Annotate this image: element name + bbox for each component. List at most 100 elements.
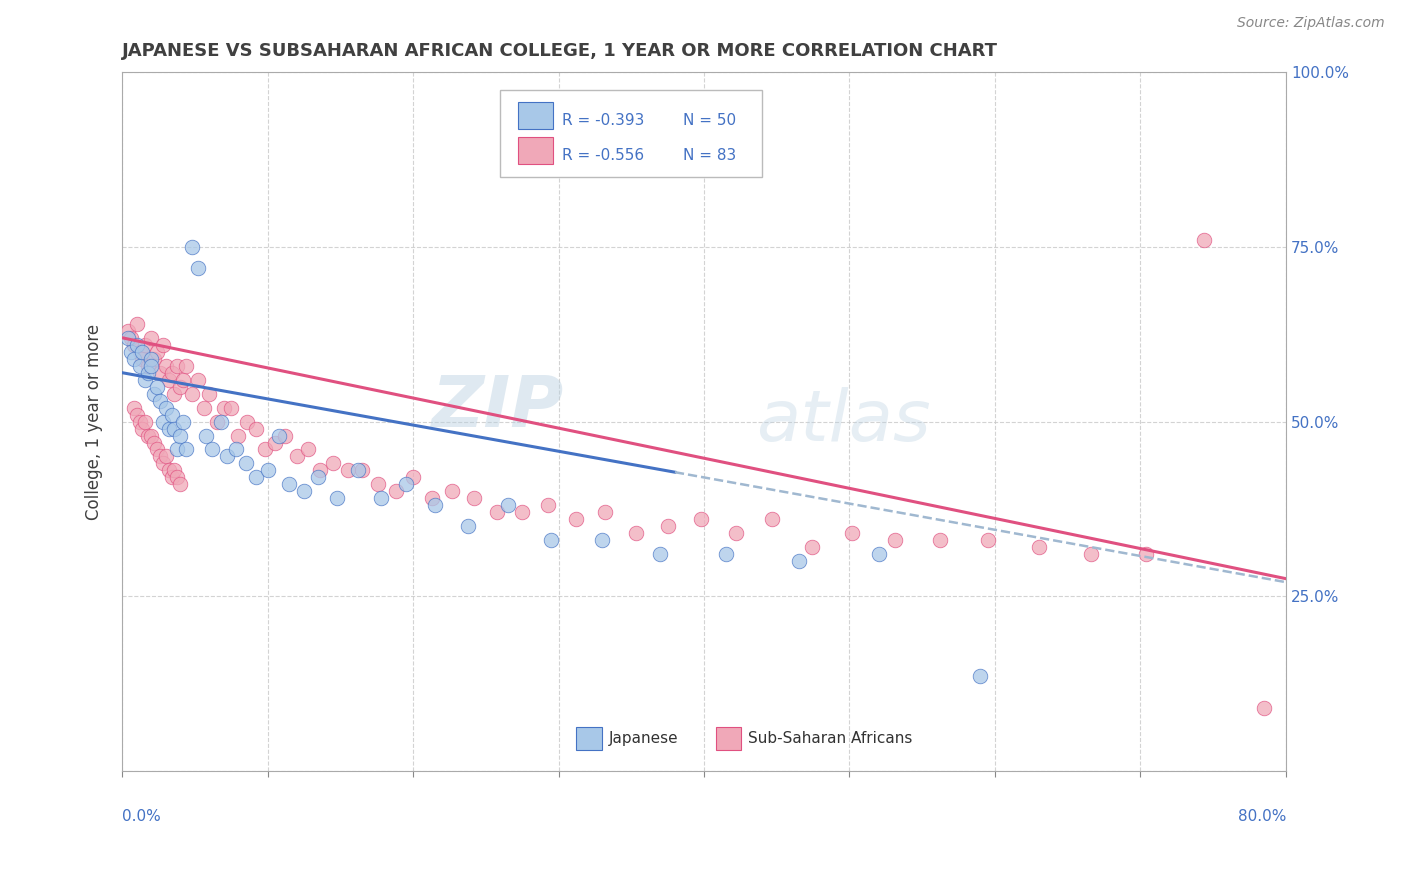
Text: ZIP: ZIP	[432, 373, 564, 442]
Point	[128, 344, 150, 359]
Point	[308, 470, 330, 484]
Point	[166, 470, 188, 484]
Point	[395, 477, 418, 491]
Point	[367, 477, 389, 491]
Point	[212, 401, 235, 415]
Point	[117, 324, 139, 338]
Point	[172, 373, 194, 387]
Point	[180, 386, 202, 401]
Point	[160, 366, 183, 380]
Point	[125, 317, 148, 331]
Point	[336, 463, 359, 477]
Point	[402, 470, 425, 484]
Point	[187, 260, 209, 275]
Text: 80.0%: 80.0%	[1237, 809, 1286, 824]
Point	[141, 351, 163, 366]
Point	[225, 442, 247, 457]
Point	[120, 331, 142, 345]
Point	[787, 554, 810, 568]
Point	[122, 337, 145, 351]
Point	[976, 533, 998, 548]
Point	[423, 499, 446, 513]
Bar	[716, 727, 741, 750]
Point	[187, 373, 209, 387]
Point	[714, 547, 737, 561]
Point	[352, 463, 374, 477]
Point	[657, 519, 679, 533]
Point	[253, 442, 276, 457]
Point	[297, 442, 319, 457]
Point	[136, 359, 159, 373]
Point	[1080, 547, 1102, 561]
Y-axis label: College, 1 year or more: College, 1 year or more	[86, 324, 103, 520]
Point	[131, 421, 153, 435]
Point	[169, 379, 191, 393]
Point	[540, 533, 562, 548]
Point	[322, 457, 344, 471]
Point	[346, 463, 368, 477]
Point	[463, 491, 485, 506]
Point	[690, 512, 713, 526]
Point	[157, 463, 180, 477]
Point	[278, 477, 301, 491]
Bar	[517, 103, 553, 129]
Point	[510, 505, 533, 519]
Point	[1028, 541, 1050, 555]
Point	[201, 442, 224, 457]
Point	[134, 337, 156, 351]
Point	[180, 240, 202, 254]
Point	[128, 359, 150, 373]
Point	[152, 415, 174, 429]
Text: 0.0%: 0.0%	[122, 809, 160, 824]
Text: atlas: atlas	[756, 387, 931, 456]
Point	[149, 366, 172, 380]
Point	[155, 359, 177, 373]
Point	[624, 526, 647, 541]
Point	[1194, 233, 1216, 247]
Point	[274, 428, 297, 442]
Point	[236, 415, 259, 429]
Point	[198, 386, 221, 401]
Point	[160, 408, 183, 422]
Point	[326, 491, 349, 506]
Point	[195, 428, 218, 442]
Point	[134, 373, 156, 387]
Point	[146, 442, 169, 457]
Point	[169, 428, 191, 442]
Point	[486, 505, 509, 519]
Point	[155, 401, 177, 415]
Point	[174, 442, 197, 457]
Point	[193, 401, 215, 415]
Text: R = -0.556: R = -0.556	[562, 148, 644, 163]
Point	[128, 415, 150, 429]
Point	[441, 484, 464, 499]
Point	[841, 526, 863, 541]
Point	[591, 533, 613, 548]
Point	[152, 457, 174, 471]
Point	[263, 435, 285, 450]
Point	[122, 351, 145, 366]
Point	[141, 331, 163, 345]
Point	[1253, 701, 1275, 715]
Text: R = -0.393: R = -0.393	[562, 113, 644, 128]
Point	[384, 484, 406, 499]
Point	[169, 477, 191, 491]
Point	[650, 547, 672, 561]
Point	[215, 450, 238, 464]
Point	[457, 519, 479, 533]
Point	[141, 428, 163, 442]
Point	[141, 359, 163, 373]
Point	[117, 331, 139, 345]
Point	[131, 344, 153, 359]
Point	[163, 386, 186, 401]
Text: N = 50: N = 50	[683, 113, 737, 128]
Point	[537, 499, 560, 513]
Point	[136, 366, 159, 380]
Point	[120, 344, 142, 359]
Point	[143, 435, 166, 450]
Point	[136, 428, 159, 442]
Point	[928, 533, 950, 548]
FancyBboxPatch shape	[501, 90, 762, 178]
Point	[149, 450, 172, 464]
Point	[125, 337, 148, 351]
